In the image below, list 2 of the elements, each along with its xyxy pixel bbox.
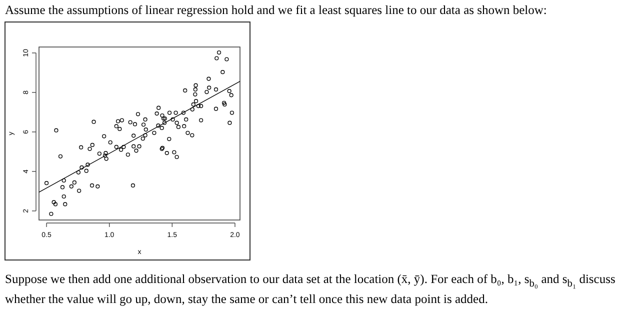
text: Suppose we then add one additional observation to our data set at the location (x̄, ȳ). For each of b₀, b₁, s$_{b₀}$ and s$_{b₁}$ discuss whether the value will go up, down, stay the same or can’t tell once this new data point is added.	[5, 272, 616, 306]
text: Assume the assumptions of linear regression hold and we fit a least squares line to our data as shown below:	[5, 3, 548, 18]
